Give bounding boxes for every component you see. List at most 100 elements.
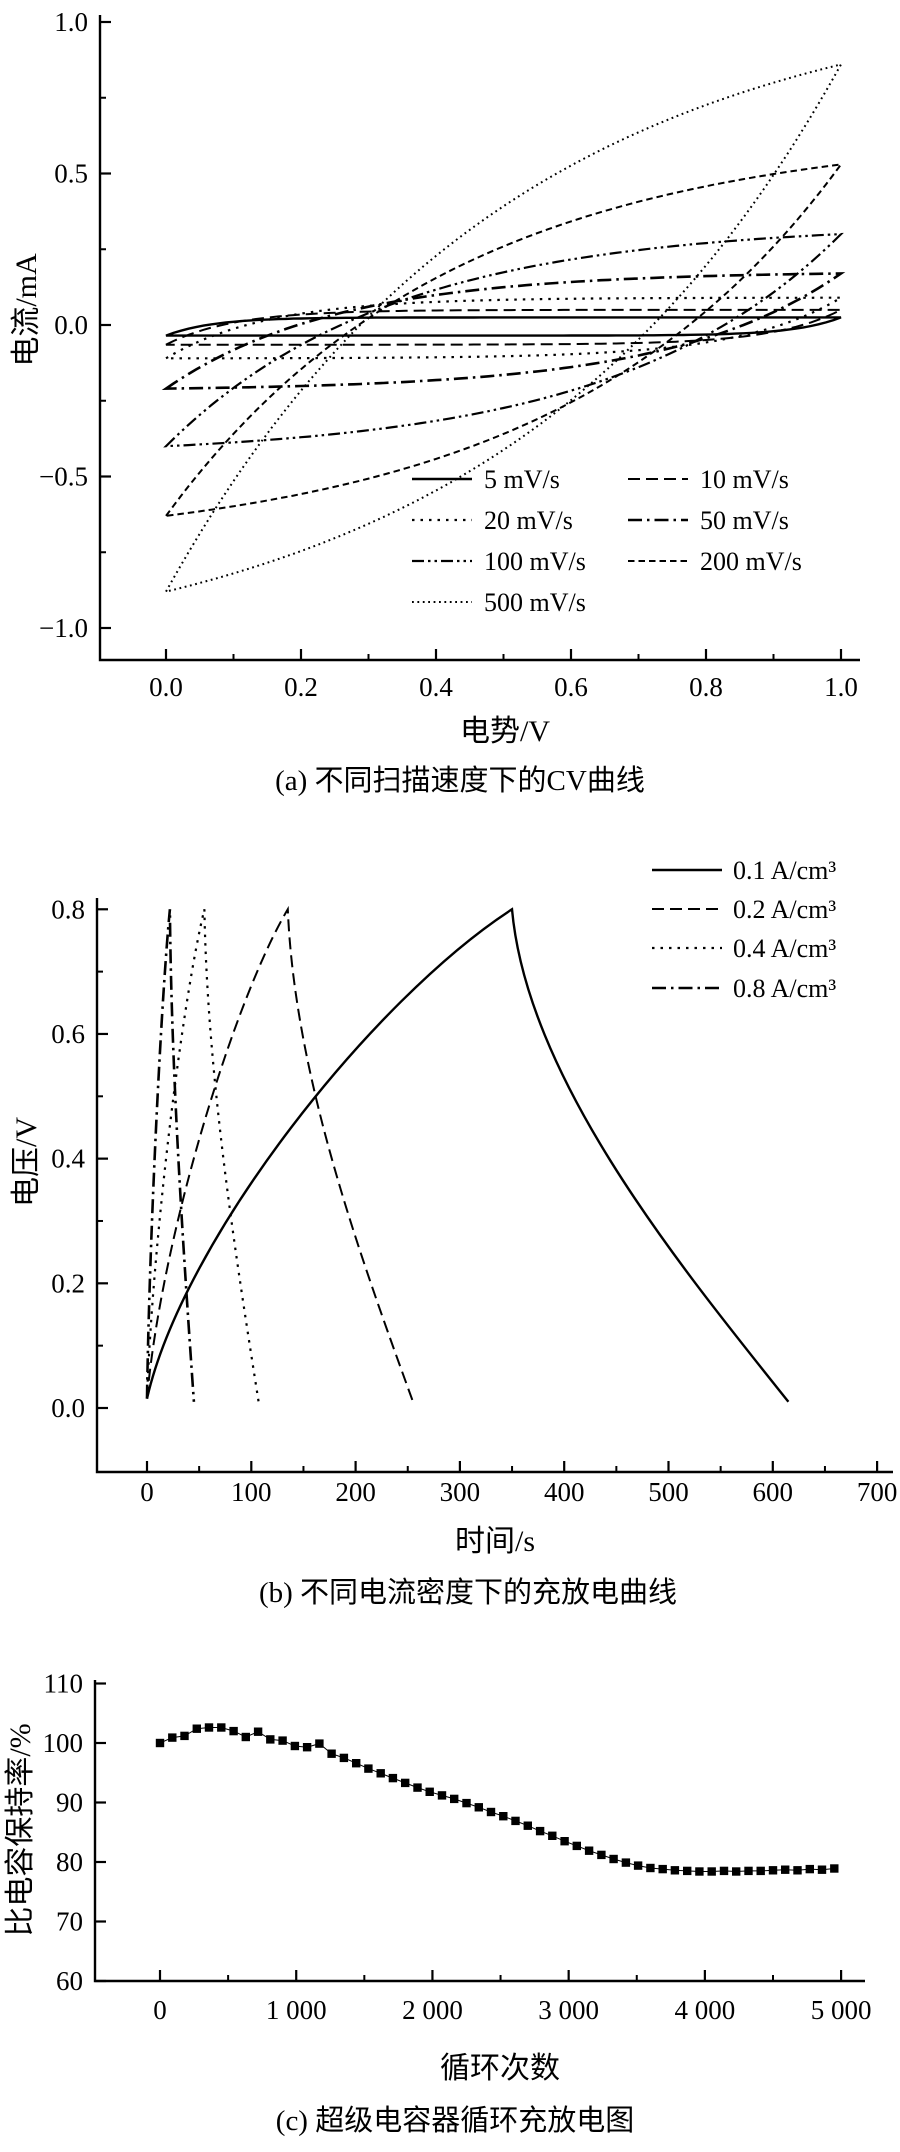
retention-data-point xyxy=(744,1866,753,1876)
x-tick-label: 2 000 xyxy=(402,1995,463,2025)
panel-caption-b: (b) 不同电流密度下的充放电曲线 xyxy=(259,1576,677,1609)
retention-connect-line xyxy=(159,1727,835,1873)
y-tick-label: 0.6 xyxy=(51,1019,85,1049)
legend-label-5-mV-s: 5 mV/s xyxy=(484,465,560,494)
legend-label-0.1-A-cm-: 0.1 A/cm³ xyxy=(733,856,836,885)
legend-label-0.4-A-cm-: 0.4 A/cm³ xyxy=(733,934,836,963)
x-tick-label: 600 xyxy=(753,1477,794,1507)
x-tick-label: 3 000 xyxy=(538,1995,599,2025)
x-tick-label: 500 xyxy=(648,1477,689,1507)
panel-caption-c: (c) 超级电容器循环充放电图 xyxy=(276,2104,634,2137)
y-tick-label: 0.0 xyxy=(54,310,88,340)
retention-data-point xyxy=(793,1866,802,1875)
chart-a-cv-curves: 0.0 0.2 0.4 0.6 0.8 1.0 1.0 0.5 0.0 −0.5 −1.0 电势/V 电… xyxy=(10,7,860,797)
cv-curve-500-mV-s xyxy=(164,62,844,594)
retention-data-point xyxy=(683,1866,692,1876)
gcd-curve-0.1-A-cm- xyxy=(145,907,790,1403)
retention-data-point xyxy=(327,1749,336,1758)
legend-label-100-mV-s: 100 mV/s xyxy=(484,547,586,576)
retention-data-point xyxy=(756,1866,765,1876)
x-tick-label: 200 xyxy=(335,1477,376,1507)
cv-curve-5-mV-s xyxy=(165,316,842,337)
x-tick-label: 0.0 xyxy=(149,672,183,702)
x-axis-title-b: 时间/s xyxy=(455,1525,535,1558)
y-tick-label: −1.0 xyxy=(39,613,88,643)
y-axis-title-c: 比电容保持率/% xyxy=(4,1723,37,1936)
y-tick-label: 80 xyxy=(56,1847,83,1877)
retention-data-point xyxy=(474,1803,483,1812)
retention-data-point xyxy=(364,1764,373,1773)
retention-data-point xyxy=(781,1865,790,1874)
gcd-curve-0.4-A-cm- xyxy=(145,909,260,1402)
legend-label-50-mV-s: 50 mV/s xyxy=(700,506,789,535)
x-tick-label: 400 xyxy=(544,1477,585,1507)
retention-data-point xyxy=(241,1732,250,1742)
retention-data-point xyxy=(352,1759,361,1768)
retention-data-point xyxy=(597,1850,606,1860)
retention-data-point xyxy=(830,1864,839,1873)
x-tick-label: 0.8 xyxy=(689,672,723,702)
retention-data-point xyxy=(805,1864,814,1874)
cv-curve-50-mV-s xyxy=(161,272,846,390)
retention-data-point xyxy=(450,1794,459,1804)
panel-caption-a: (a) 不同扫描速度下的CV曲线 xyxy=(275,764,645,797)
y-tick-label: 70 xyxy=(56,1907,83,1937)
x-tick-label: 4 000 xyxy=(675,1995,736,2025)
x-axis-title-a: 电势/V xyxy=(460,715,550,748)
legend-label-200-mV-s: 200 mV/s xyxy=(700,547,802,576)
y-tick-label: 0.4 xyxy=(51,1144,85,1174)
x-tick-label: 0 xyxy=(140,1477,154,1507)
y-tick-label: 0.0 xyxy=(51,1393,85,1423)
cv-curve-100-mV-s xyxy=(163,232,844,448)
retention-data-point xyxy=(266,1735,275,1744)
retention-data-point xyxy=(462,1798,471,1808)
retention-data-point xyxy=(401,1778,410,1788)
chart-c-cycling-scatter: 0 1 000 2 000 3 000 4 000 5 000 110 100 90 80 70 60… xyxy=(4,1669,871,2138)
retention-data-point xyxy=(192,1724,201,1733)
retention-data-point xyxy=(719,1866,729,1876)
x-tick-label: 0.6 xyxy=(554,672,588,702)
retention-data-point xyxy=(315,1739,324,1748)
legend-label-10-mV-s: 10 mV/s xyxy=(700,465,789,494)
retention-data-point xyxy=(168,1733,177,1742)
retention-data-point xyxy=(621,1858,631,1867)
x-tick-label: 0 xyxy=(153,1995,167,2025)
retention-data-point xyxy=(560,1837,569,1846)
retention-data-point xyxy=(633,1861,643,1870)
retention-data-point xyxy=(376,1769,385,1778)
y-tick-label: 100 xyxy=(43,1728,84,1758)
chart-b-gcd-curves: 0 100 200 300 400 500 600 700 0.8 0.6 0.4 0.2 0.0 时间/… xyxy=(10,856,897,1609)
y-tick-label: 60 xyxy=(56,1966,83,1996)
retention-data-point xyxy=(646,1863,655,1873)
retention-data-point xyxy=(572,1841,581,1851)
retention-data-point xyxy=(511,1816,520,1826)
legend-label-20-mV-s: 20 mV/s xyxy=(484,506,573,535)
y-tick-label: 0.5 xyxy=(54,159,88,189)
retention-data-point xyxy=(768,1866,778,1875)
y-tick-label: 110 xyxy=(44,1669,84,1699)
y-tick-label: 0.8 xyxy=(51,894,85,924)
retention-data-point xyxy=(609,1854,618,1864)
cv-curve-20-mV-s xyxy=(161,296,846,360)
cv-curve-200-mV-s xyxy=(163,163,844,518)
retention-data-point xyxy=(302,1743,312,1752)
x-tick-label: 0.2 xyxy=(284,672,318,702)
retention-data-point xyxy=(155,1738,165,1748)
y-axis-title-b: 电压/V xyxy=(10,1117,43,1207)
retention-data-point xyxy=(499,1812,508,1821)
retention-data-point xyxy=(413,1783,422,1792)
y-tick-label: 90 xyxy=(56,1788,83,1818)
retention-data-point xyxy=(425,1787,434,1796)
retention-data-point xyxy=(584,1846,594,1855)
retention-data-point xyxy=(253,1727,263,1736)
retention-data-point xyxy=(278,1736,287,1745)
gcd-curve-0.8-A-cm- xyxy=(145,909,196,1402)
retention-data-point xyxy=(548,1831,557,1840)
retention-data-point xyxy=(670,1866,680,1875)
y-axis-title-a: 电流/mA xyxy=(10,253,43,367)
x-tick-label: 1.0 xyxy=(824,672,858,702)
x-tick-label: 1 000 xyxy=(266,1995,327,2025)
x-tick-label: 300 xyxy=(440,1477,481,1507)
